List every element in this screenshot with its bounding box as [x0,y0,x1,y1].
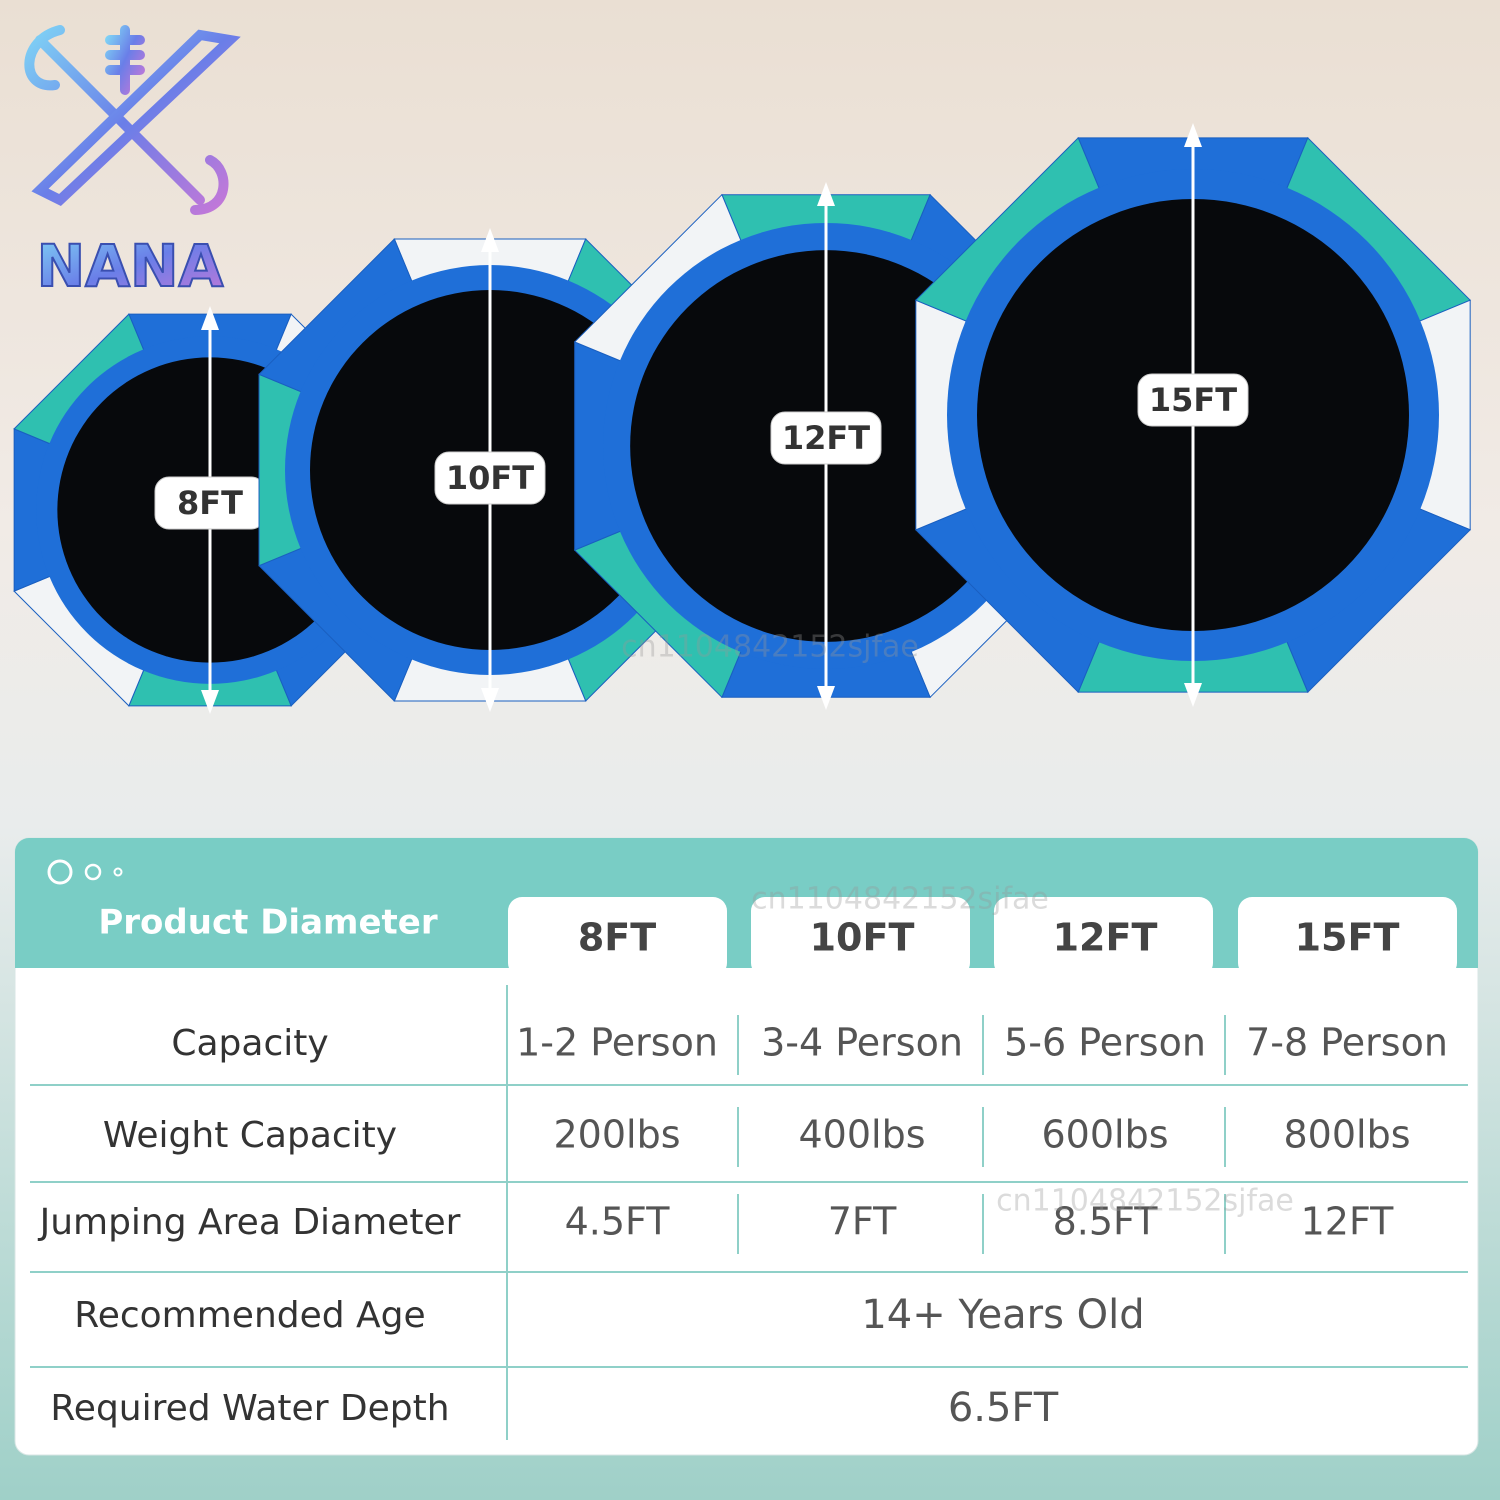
cell: 7-8 Person [1246,1021,1448,1065]
trampoline: 10FT [258,228,722,712]
row-label: Recommended Age [74,1295,425,1336]
arrow-head [481,228,499,252]
cell: 3-4 Person [761,1021,963,1065]
column-tab [994,897,1213,977]
cell: 800lbs [1283,1113,1410,1157]
cell: 1-2 Person [516,1021,718,1065]
cell-span: 14+ Years Old [861,1292,1144,1338]
trampoline: 15FT [914,123,1472,707]
arrow-head [1184,683,1202,707]
cell: 600lbs [1041,1113,1168,1157]
column-header: 10FT [810,916,915,960]
arrow-head [1184,123,1202,147]
watermark: cn1104842152sjfae [621,630,919,665]
logo-icon [24,25,241,215]
cell: 5-6 Person [1004,1021,1206,1065]
size-label: 15FT [1149,381,1237,419]
row-label: Weight Capacity [103,1115,397,1156]
cell: 4.5FT [565,1200,671,1244]
size-pill [1137,373,1249,427]
row-label: Capacity [171,1023,328,1064]
cell: 400lbs [798,1113,925,1157]
column-header: 15FT [1295,916,1400,960]
size-label: 10FT [446,459,534,497]
watermark: cn1104842152sjfae [996,1184,1294,1219]
cell: 8.5FT [1053,1200,1159,1244]
column-tab [508,897,727,977]
arrow-head [201,690,219,714]
arrow-head [817,182,835,206]
arrow-head [481,688,499,712]
size-label: 12FT [782,419,870,457]
column-header: 8FT [578,916,656,960]
column-header: 12FT [1053,916,1158,960]
arrow-head [201,306,219,330]
table-header-title: Product Diameter [98,903,437,943]
arrow-head [817,686,835,710]
watermark: cn1104842152sjfae [751,882,1049,917]
spec-table: Product Diameter [14,837,1479,1456]
cell-span: 6.5FT [948,1385,1059,1431]
cell: 12FT [1301,1200,1395,1244]
size-pill [434,451,546,505]
dot [84,863,102,881]
size-pill [770,411,882,465]
dot [47,859,73,885]
column-tab [1238,897,1457,977]
size-label: 8FT [177,484,243,522]
dot [113,867,123,877]
cell: 7FT [828,1200,897,1244]
row-label: Jumping Area Diameter [38,1202,461,1243]
cell: 200lbs [553,1113,680,1157]
brand-name: NANA [37,232,224,300]
row-label: Required Water Depth [50,1388,449,1429]
column-tab [751,897,970,977]
